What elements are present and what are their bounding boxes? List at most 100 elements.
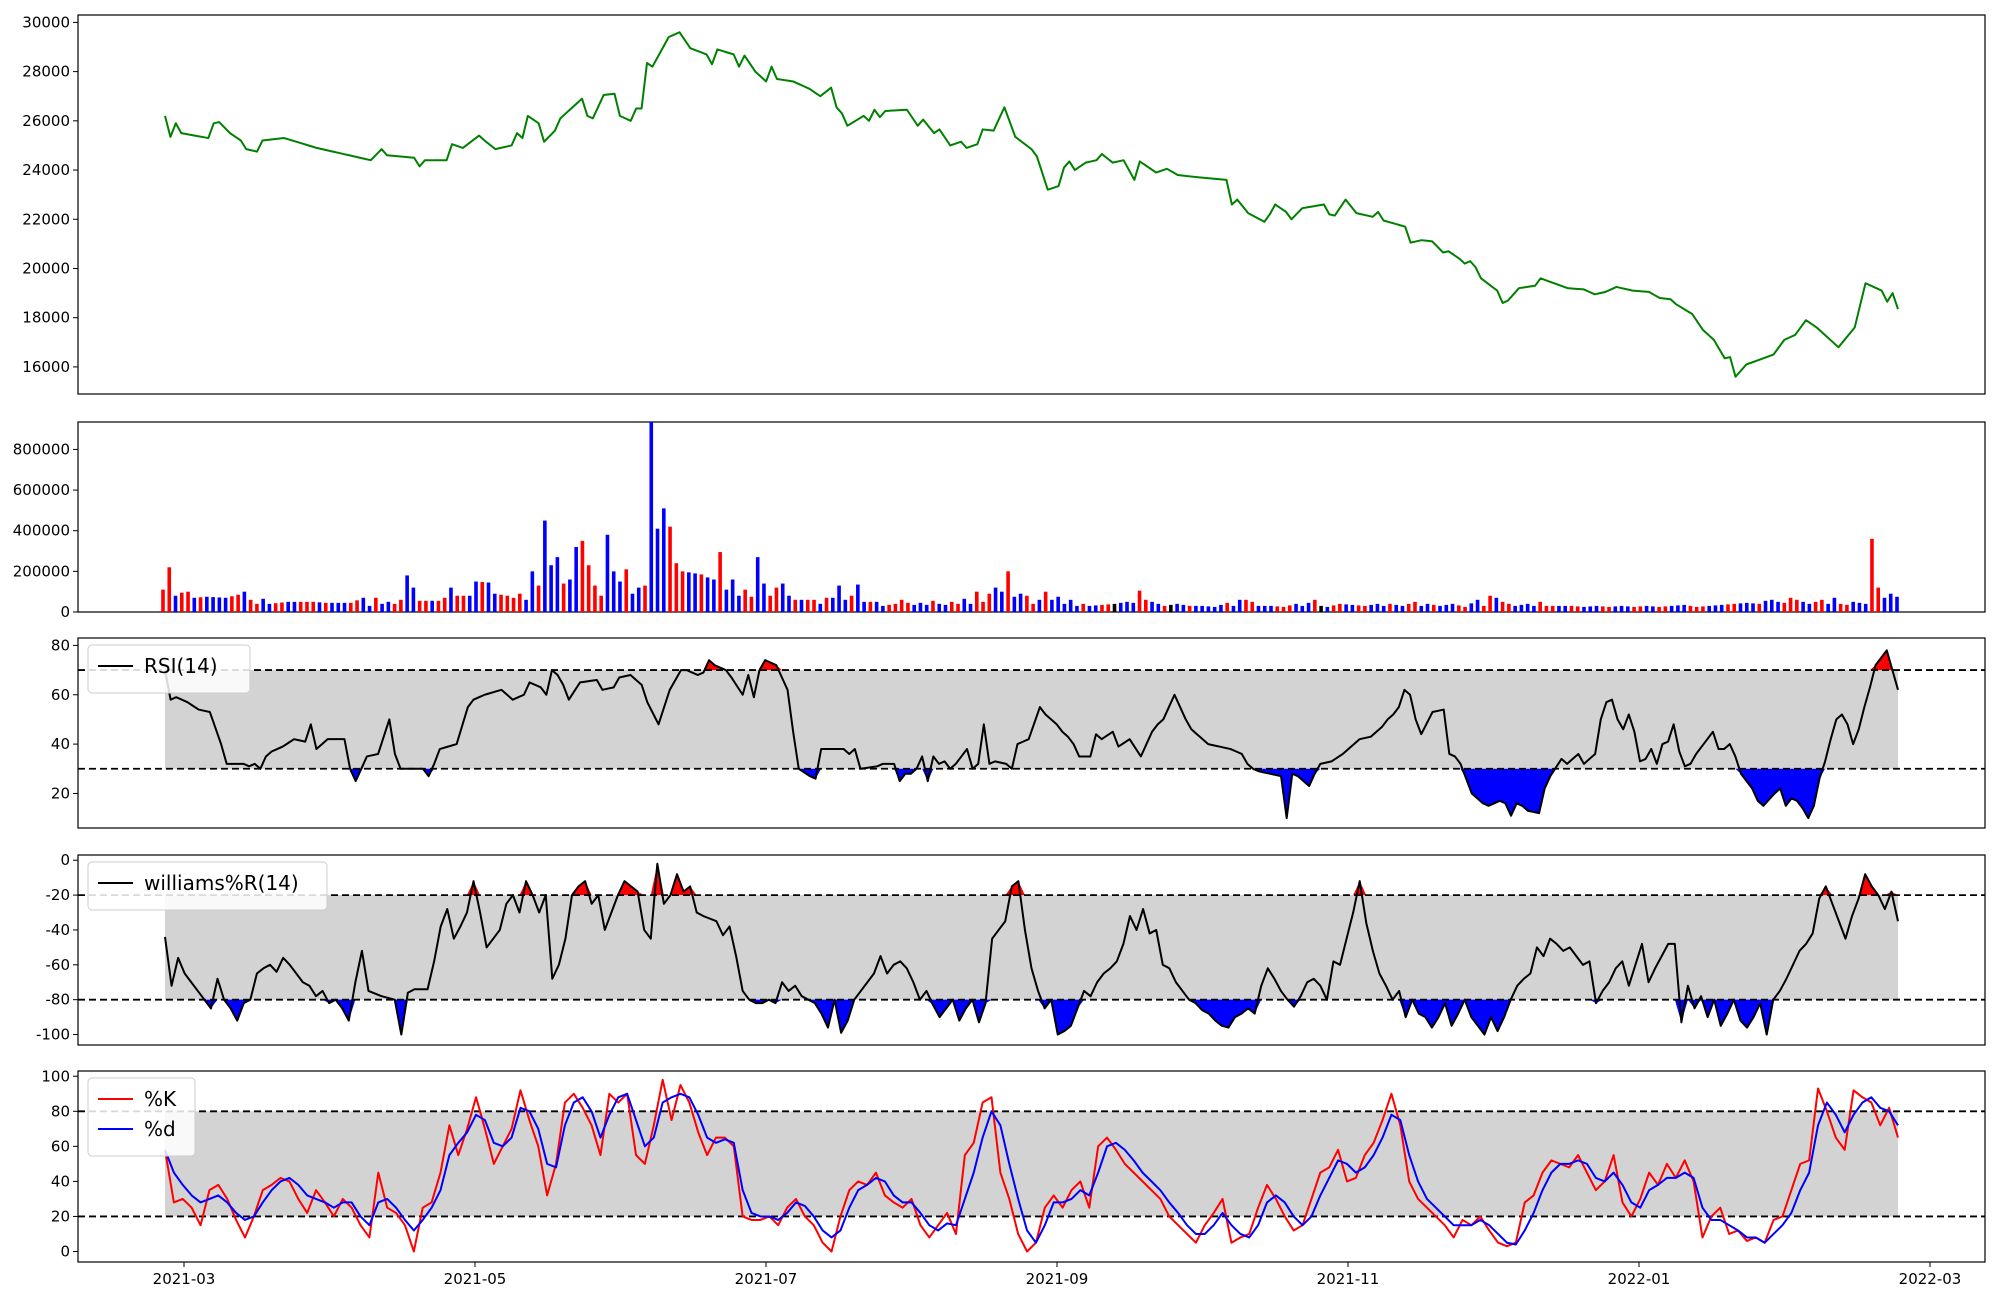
volume-bar — [242, 591, 247, 612]
plot-frame — [77, 854, 1986, 1046]
volume-bar — [1707, 605, 1711, 612]
volume-bar — [1544, 605, 1549, 612]
volume-bar — [624, 569, 629, 612]
volume-bar — [580, 540, 585, 612]
volume-bar — [1826, 603, 1830, 612]
volume-bar — [956, 603, 960, 612]
volume-bar — [1538, 601, 1542, 612]
volume-bar — [461, 595, 466, 612]
volume-bar — [1851, 601, 1855, 612]
volume-bar — [1181, 604, 1186, 612]
volume-bar — [1663, 606, 1668, 612]
y-tick-label: 0 — [60, 851, 70, 869]
volume-bar — [1294, 603, 1298, 612]
volume-bar — [1482, 605, 1486, 612]
volume-bar — [1594, 605, 1599, 612]
volume-bar — [1419, 605, 1424, 612]
volume-bar — [1012, 596, 1017, 612]
volume-bar — [787, 595, 791, 612]
volume-bar — [718, 552, 722, 612]
legend-label: RSI(14) — [144, 654, 218, 678]
volume-bar — [1807, 603, 1812, 612]
volume-bar — [1694, 606, 1699, 612]
volume-bar — [868, 601, 873, 612]
x-tick-label: 2021-11 — [1317, 1270, 1380, 1288]
volume-bar — [655, 528, 660, 612]
volume-bar — [1801, 601, 1805, 612]
neutral-band — [165, 895, 1898, 1000]
volume-bar — [1494, 597, 1499, 612]
volume-bar — [1237, 599, 1242, 612]
volume-bar — [386, 601, 391, 612]
volume-bar — [173, 595, 178, 612]
volume-bar — [474, 581, 478, 612]
volume-bar — [280, 602, 284, 612]
neutral-band — [165, 1111, 1898, 1217]
volume-bar — [1613, 606, 1618, 612]
volume-bar — [1813, 601, 1818, 612]
volume-bar — [192, 597, 197, 612]
volume-bar — [993, 587, 998, 612]
volume-bar — [480, 582, 485, 612]
volume-bar — [1106, 604, 1111, 612]
volume-bar — [931, 600, 935, 612]
x-tick-label: 2021-07 — [735, 1270, 798, 1288]
volume-bar — [1757, 603, 1762, 612]
volume-bar — [1895, 596, 1899, 612]
volume-bar — [1882, 597, 1887, 612]
x-tick-label: 2021-09 — [1026, 1270, 1089, 1288]
legend-box — [87, 644, 251, 694]
plot-frame — [77, 14, 1986, 395]
volume-bar — [1582, 606, 1586, 612]
volume-bar — [687, 572, 691, 612]
volume-bar — [405, 575, 409, 612]
volume-bar — [1144, 599, 1148, 612]
volume-bar — [449, 587, 453, 612]
volume-bar — [968, 603, 973, 612]
volume-bar — [505, 595, 510, 612]
volume-bar — [762, 583, 766, 612]
volume-bar — [974, 591, 979, 612]
volume-bar — [236, 594, 240, 612]
y-tick-label: 22000 — [22, 210, 70, 228]
volume-bar — [1212, 606, 1217, 612]
volume-bar — [818, 603, 823, 612]
volume-bar — [543, 520, 547, 612]
volume-bar — [411, 587, 416, 612]
volume-bar — [661, 508, 666, 612]
neutral-band — [165, 670, 1898, 769]
volume-bar — [298, 601, 303, 612]
y-tick-label: -80 — [46, 991, 71, 1009]
y-tick-label: -60 — [46, 956, 71, 974]
volume-bar — [1131, 602, 1136, 612]
volume-bar — [1037, 599, 1042, 612]
volume-bar — [793, 599, 798, 612]
volume-bar — [1406, 603, 1411, 612]
volume-bar — [799, 599, 804, 612]
volume-bar — [349, 602, 353, 612]
volume-bar — [862, 601, 866, 612]
volume-bar — [399, 599, 403, 612]
volume-bar — [1607, 606, 1611, 612]
volume-bar — [1669, 605, 1674, 612]
volume-bar — [311, 601, 316, 612]
volume-bar — [849, 595, 854, 612]
volume-bar — [1776, 601, 1780, 612]
volume-bar — [1000, 591, 1004, 612]
volume-bar — [1488, 595, 1492, 612]
volume-bar — [380, 603, 384, 612]
volume-bar — [1588, 606, 1593, 612]
volume-bar — [568, 579, 572, 612]
y-tick-label: 0 — [60, 1242, 70, 1260]
volume-bar — [1845, 604, 1849, 612]
volume-bar — [1557, 605, 1561, 612]
volume-bar — [943, 604, 948, 612]
volume-bar — [693, 573, 697, 612]
volume-bar — [906, 602, 910, 612]
volume-bar — [1306, 602, 1311, 612]
volume-bar — [323, 602, 328, 612]
volume-bar — [831, 597, 835, 612]
volume-bar — [205, 596, 209, 612]
volume-bar — [392, 603, 397, 612]
volume-bar — [824, 597, 829, 612]
